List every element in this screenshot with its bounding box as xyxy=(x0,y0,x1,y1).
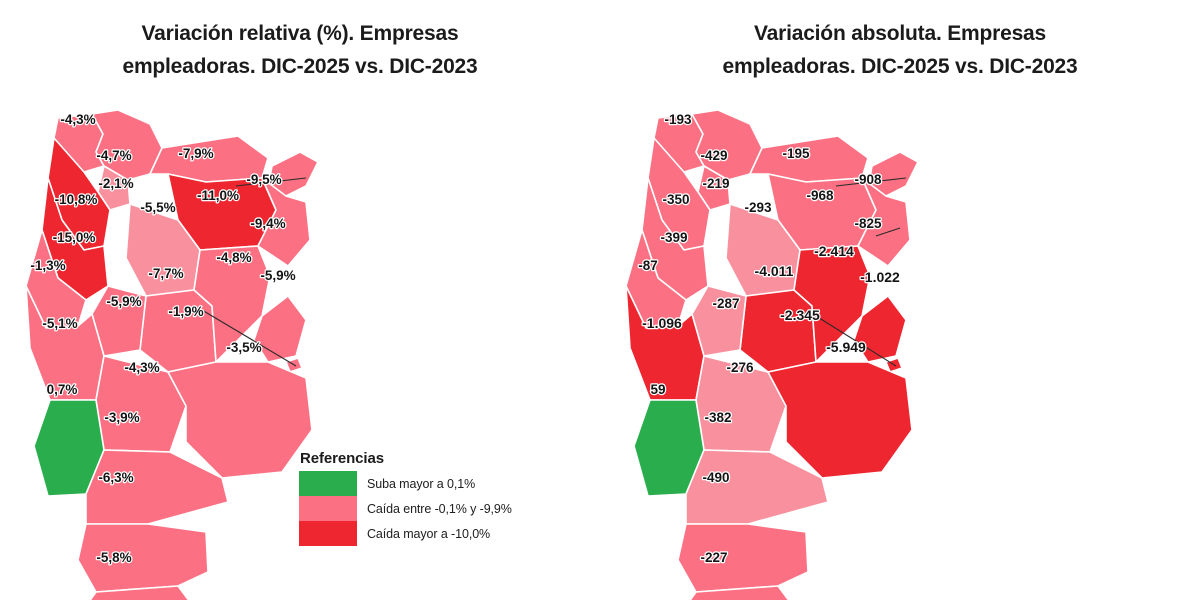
region-rio-negro xyxy=(685,449,829,525)
region-san-luis xyxy=(691,285,747,357)
region-tucuman xyxy=(97,165,131,211)
label-rio-negro: -3,9% xyxy=(104,410,139,425)
region-salta xyxy=(691,109,763,181)
legend-swatch-green xyxy=(299,471,357,496)
title-line-1: Variación absoluta. Empresas xyxy=(753,22,1047,45)
region-chubut xyxy=(77,523,209,593)
region-san-luis xyxy=(91,285,147,357)
leader-misiones xyxy=(835,177,907,187)
label-mendoza: -1.096 xyxy=(642,315,682,331)
label-catamarca: -10,8% xyxy=(55,192,98,207)
label-santa-cruz: -5,8% xyxy=(96,550,131,565)
label-santa-fe: -4,8% xyxy=(216,250,251,265)
map-absoluta: -193 -429 -195 -219 -350 -968 -908 -293 … xyxy=(600,100,1200,600)
label-jujuy: -193 xyxy=(664,112,692,127)
title-line-2: empleadoras. DIC-2025 vs. DIC-2023 xyxy=(122,54,478,78)
label-rio-negro: -382 xyxy=(704,410,731,425)
label-santiago-estero: -5,5% xyxy=(140,200,175,215)
label-san-luis: -287 xyxy=(712,296,739,311)
label-la-pampa: -4,3% xyxy=(124,360,159,375)
leader-caba xyxy=(815,315,897,367)
region-buenos-aires xyxy=(167,361,313,479)
map-leaders-relativa xyxy=(201,177,307,367)
region-rio-negro xyxy=(85,449,229,525)
label-jujuy: -4,3% xyxy=(60,112,95,127)
region-chubut xyxy=(677,523,809,593)
label-cordoba: -7,7% xyxy=(148,266,183,281)
leader-caba xyxy=(201,309,297,367)
label-buenos-aires: -3,5% xyxy=(226,340,261,355)
label-santiago-estero: -293 xyxy=(744,200,772,215)
label-entre-rios: -1.022 xyxy=(860,269,900,285)
label-caba: -1,9% xyxy=(168,304,203,319)
legend-relativa: Referencias Suba mayor a 0,1% Caída entr… xyxy=(299,450,512,546)
legend-row-suba: Suba mayor a 0,1% xyxy=(299,471,512,496)
legend-swatch-red xyxy=(299,521,357,546)
label-tucuman: -219 xyxy=(702,176,729,191)
region-santa-cruz xyxy=(689,585,790,600)
label-misiones: -908 xyxy=(854,172,882,187)
label-entre-rios: -5,9% xyxy=(260,268,295,283)
map-regions-absoluta xyxy=(625,109,919,600)
region-entre-rios xyxy=(253,295,307,363)
label-san-juan: -1,3% xyxy=(30,258,65,273)
label-neuquen: 0,7% xyxy=(47,382,78,397)
legend-row-caida-alta: Caída mayor a -10,0% xyxy=(299,521,512,546)
panel-variacion-relativa: Variación relativa (%). Empresas emplead… xyxy=(0,18,600,600)
label-cordoba: -4.011 xyxy=(755,263,794,279)
label-tucuman: -2,1% xyxy=(98,176,133,191)
label-chaco: -968 xyxy=(806,188,834,203)
region-corrientes xyxy=(857,177,911,267)
region-santa-fe xyxy=(793,245,871,363)
region-corrientes xyxy=(257,177,311,267)
label-la-rioja: -399 xyxy=(660,230,687,245)
page-title-relativa: Variación relativa (%). Empresas emplead… xyxy=(0,18,600,83)
map-labels-relativa: -4,3% -4,7% -7,9% -2,1% -10,8% -11,0% -9… xyxy=(29,111,297,566)
region-santa-cruz xyxy=(89,585,190,600)
legend-title: Referencias xyxy=(300,450,384,467)
label-corrientes: -825 xyxy=(854,216,882,231)
label-santa-cruz: -227 xyxy=(700,550,727,565)
label-caba: -2.345 xyxy=(780,307,820,323)
label-misiones: -9,5% xyxy=(246,172,281,187)
title-line-2: empleadoras. DIC-2025 vs. DIC-2023 xyxy=(722,54,1078,78)
title-line-1: Variación relativa (%). Empresas xyxy=(141,22,459,45)
label-salta: -429 xyxy=(700,148,727,163)
legend-label-caida-alta: Caída mayor a -10,0% xyxy=(367,526,491,541)
panel-variacion-absoluta: Variación absoluta. Empresas empleadoras… xyxy=(600,0,1200,600)
label-la-pampa: -276 xyxy=(726,360,754,375)
label-buenos-aires: -5.949 xyxy=(826,339,866,355)
label-chubut: -490 xyxy=(702,470,729,485)
label-santa-fe: -2.414 xyxy=(814,243,854,259)
label-la-rioja: -15,0% xyxy=(53,230,96,245)
legend-swatch-pink xyxy=(299,496,357,521)
label-neuquen: 59 xyxy=(650,382,665,397)
legend-label-suba: Suba mayor a 0,1% xyxy=(367,476,476,491)
region-salta xyxy=(91,109,163,181)
map-relativa: -4,3% -4,7% -7,9% -2,1% -10,8% -11,0% -9… xyxy=(0,100,600,600)
leader-misiones xyxy=(235,177,307,187)
legend-label-caida-media: Caída entre -0,1% y -9,9% xyxy=(367,501,512,516)
region-santa-fe xyxy=(193,245,271,363)
label-san-luis: -5,9% xyxy=(106,294,141,309)
label-chaco: -11,0% xyxy=(197,188,239,203)
label-formosa: -195 xyxy=(782,146,810,161)
region-buenos-aires xyxy=(767,361,913,479)
legend-row-caida-media: Caída entre -0,1% y -9,9% xyxy=(299,496,512,521)
label-corrientes: -9,4% xyxy=(250,216,285,231)
label-chubut: -6,3% xyxy=(98,470,133,485)
region-tucuman xyxy=(697,165,731,211)
page-title-absoluta: Variación absoluta. Empresas empleadoras… xyxy=(600,18,1200,83)
label-san-juan: -87 xyxy=(638,258,658,273)
map-leaders-absoluta xyxy=(815,177,907,367)
leader-corrientes xyxy=(875,227,901,237)
label-salta: -4,7% xyxy=(96,148,131,163)
label-catamarca: -350 xyxy=(662,192,689,207)
label-formosa: -7,9% xyxy=(178,146,213,161)
map-labels-absoluta: -193 -429 -195 -219 -350 -968 -908 -293 … xyxy=(637,111,901,566)
map-regions-relativa xyxy=(25,109,319,600)
label-mendoza: -5,1% xyxy=(42,316,77,331)
